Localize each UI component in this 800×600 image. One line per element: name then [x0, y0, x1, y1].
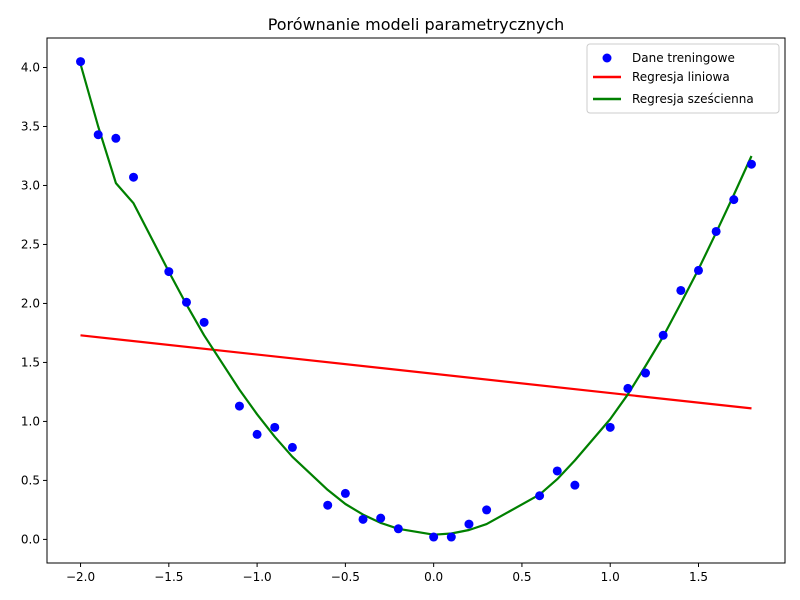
data-point: [358, 514, 368, 524]
data-point: [464, 519, 474, 529]
data-point: [552, 466, 562, 476]
legend-label-regresja-szescienna: Regresja sześcienna: [632, 92, 754, 106]
x-tick-label: 1.0: [601, 570, 620, 584]
x-tick-label: −1.5: [154, 570, 183, 584]
data-point: [252, 429, 262, 439]
data-point: [746, 159, 756, 169]
y-tick-label: 3.5: [21, 119, 40, 133]
plot-frame: [46, 37, 786, 564]
legend-label-dane-treningowe: Dane treningowe: [632, 51, 735, 65]
plot-area: −2.0 −1.5 −1.0 −0.5 0.0 0.5 1.0 1.5 0.0 0.5 1.0 1.…: [21, 37, 786, 584]
y-tick-label: 3.0: [21, 178, 40, 192]
x-tick-label: 0.5: [512, 570, 531, 584]
y-tick-label: 0.5: [21, 473, 40, 487]
legend-marker-dane-treningowe: [602, 53, 612, 63]
data-point: [393, 524, 403, 534]
series-layer: [76, 57, 756, 542]
x-tick-label: −1.0: [243, 570, 272, 584]
y-tick-label: 2.5: [21, 237, 40, 251]
data-point: [482, 505, 492, 515]
data-point: [270, 422, 280, 432]
data-point: [729, 195, 739, 205]
data-point: [111, 133, 121, 143]
y-tick-label: 0.0: [21, 532, 40, 546]
data-point: [93, 130, 103, 140]
y-tick-label: 4.0: [21, 60, 40, 74]
data-point: [446, 532, 456, 542]
x-tick-label: 1.5: [689, 570, 708, 584]
data-point: [287, 442, 297, 452]
y-tick-label: 1.0: [21, 414, 40, 428]
data-point: [605, 422, 615, 432]
data-point: [234, 401, 244, 411]
data-point: [164, 267, 174, 277]
x-tick-label: −2.0: [66, 570, 95, 584]
data-point: [340, 488, 350, 498]
x-tick-label: 0.0: [424, 570, 443, 584]
data-point: [658, 330, 668, 340]
data-point: [429, 532, 439, 542]
data-point: [535, 491, 545, 501]
legend: Dane treningowe Regresja liniowa Regresj…: [586, 43, 780, 114]
x-axis: −2.0 −1.5 −1.0 −0.5 0.0 0.5 1.0 1.5: [66, 563, 708, 584]
data-point: [323, 500, 333, 510]
data-point: [570, 480, 580, 490]
y-axis: 0.0 0.5 1.0 1.5 2.0 2.5 3.0 3.5 4.0: [21, 60, 47, 546]
data-point: [376, 513, 386, 523]
data-point: [676, 285, 686, 295]
legend-label-regresja-liniowa: Regresja liniowa: [632, 70, 730, 84]
data-point: [693, 265, 703, 275]
legend-box: [586, 43, 780, 114]
series-line-1: [80, 334, 752, 410]
data-point: [623, 383, 633, 393]
data-point: [76, 57, 86, 67]
series-line-2: [79, 63, 753, 536]
data-point: [129, 172, 139, 182]
chart-title: Porównanie modeli parametrycznych: [268, 15, 565, 34]
data-point: [181, 297, 191, 307]
y-tick-label: 1.5: [21, 355, 40, 369]
x-tick-label: −0.5: [331, 570, 360, 584]
data-point: [199, 317, 209, 327]
data-point: [711, 226, 721, 236]
y-tick-label: 2.0: [21, 296, 40, 310]
data-point: [641, 368, 651, 378]
